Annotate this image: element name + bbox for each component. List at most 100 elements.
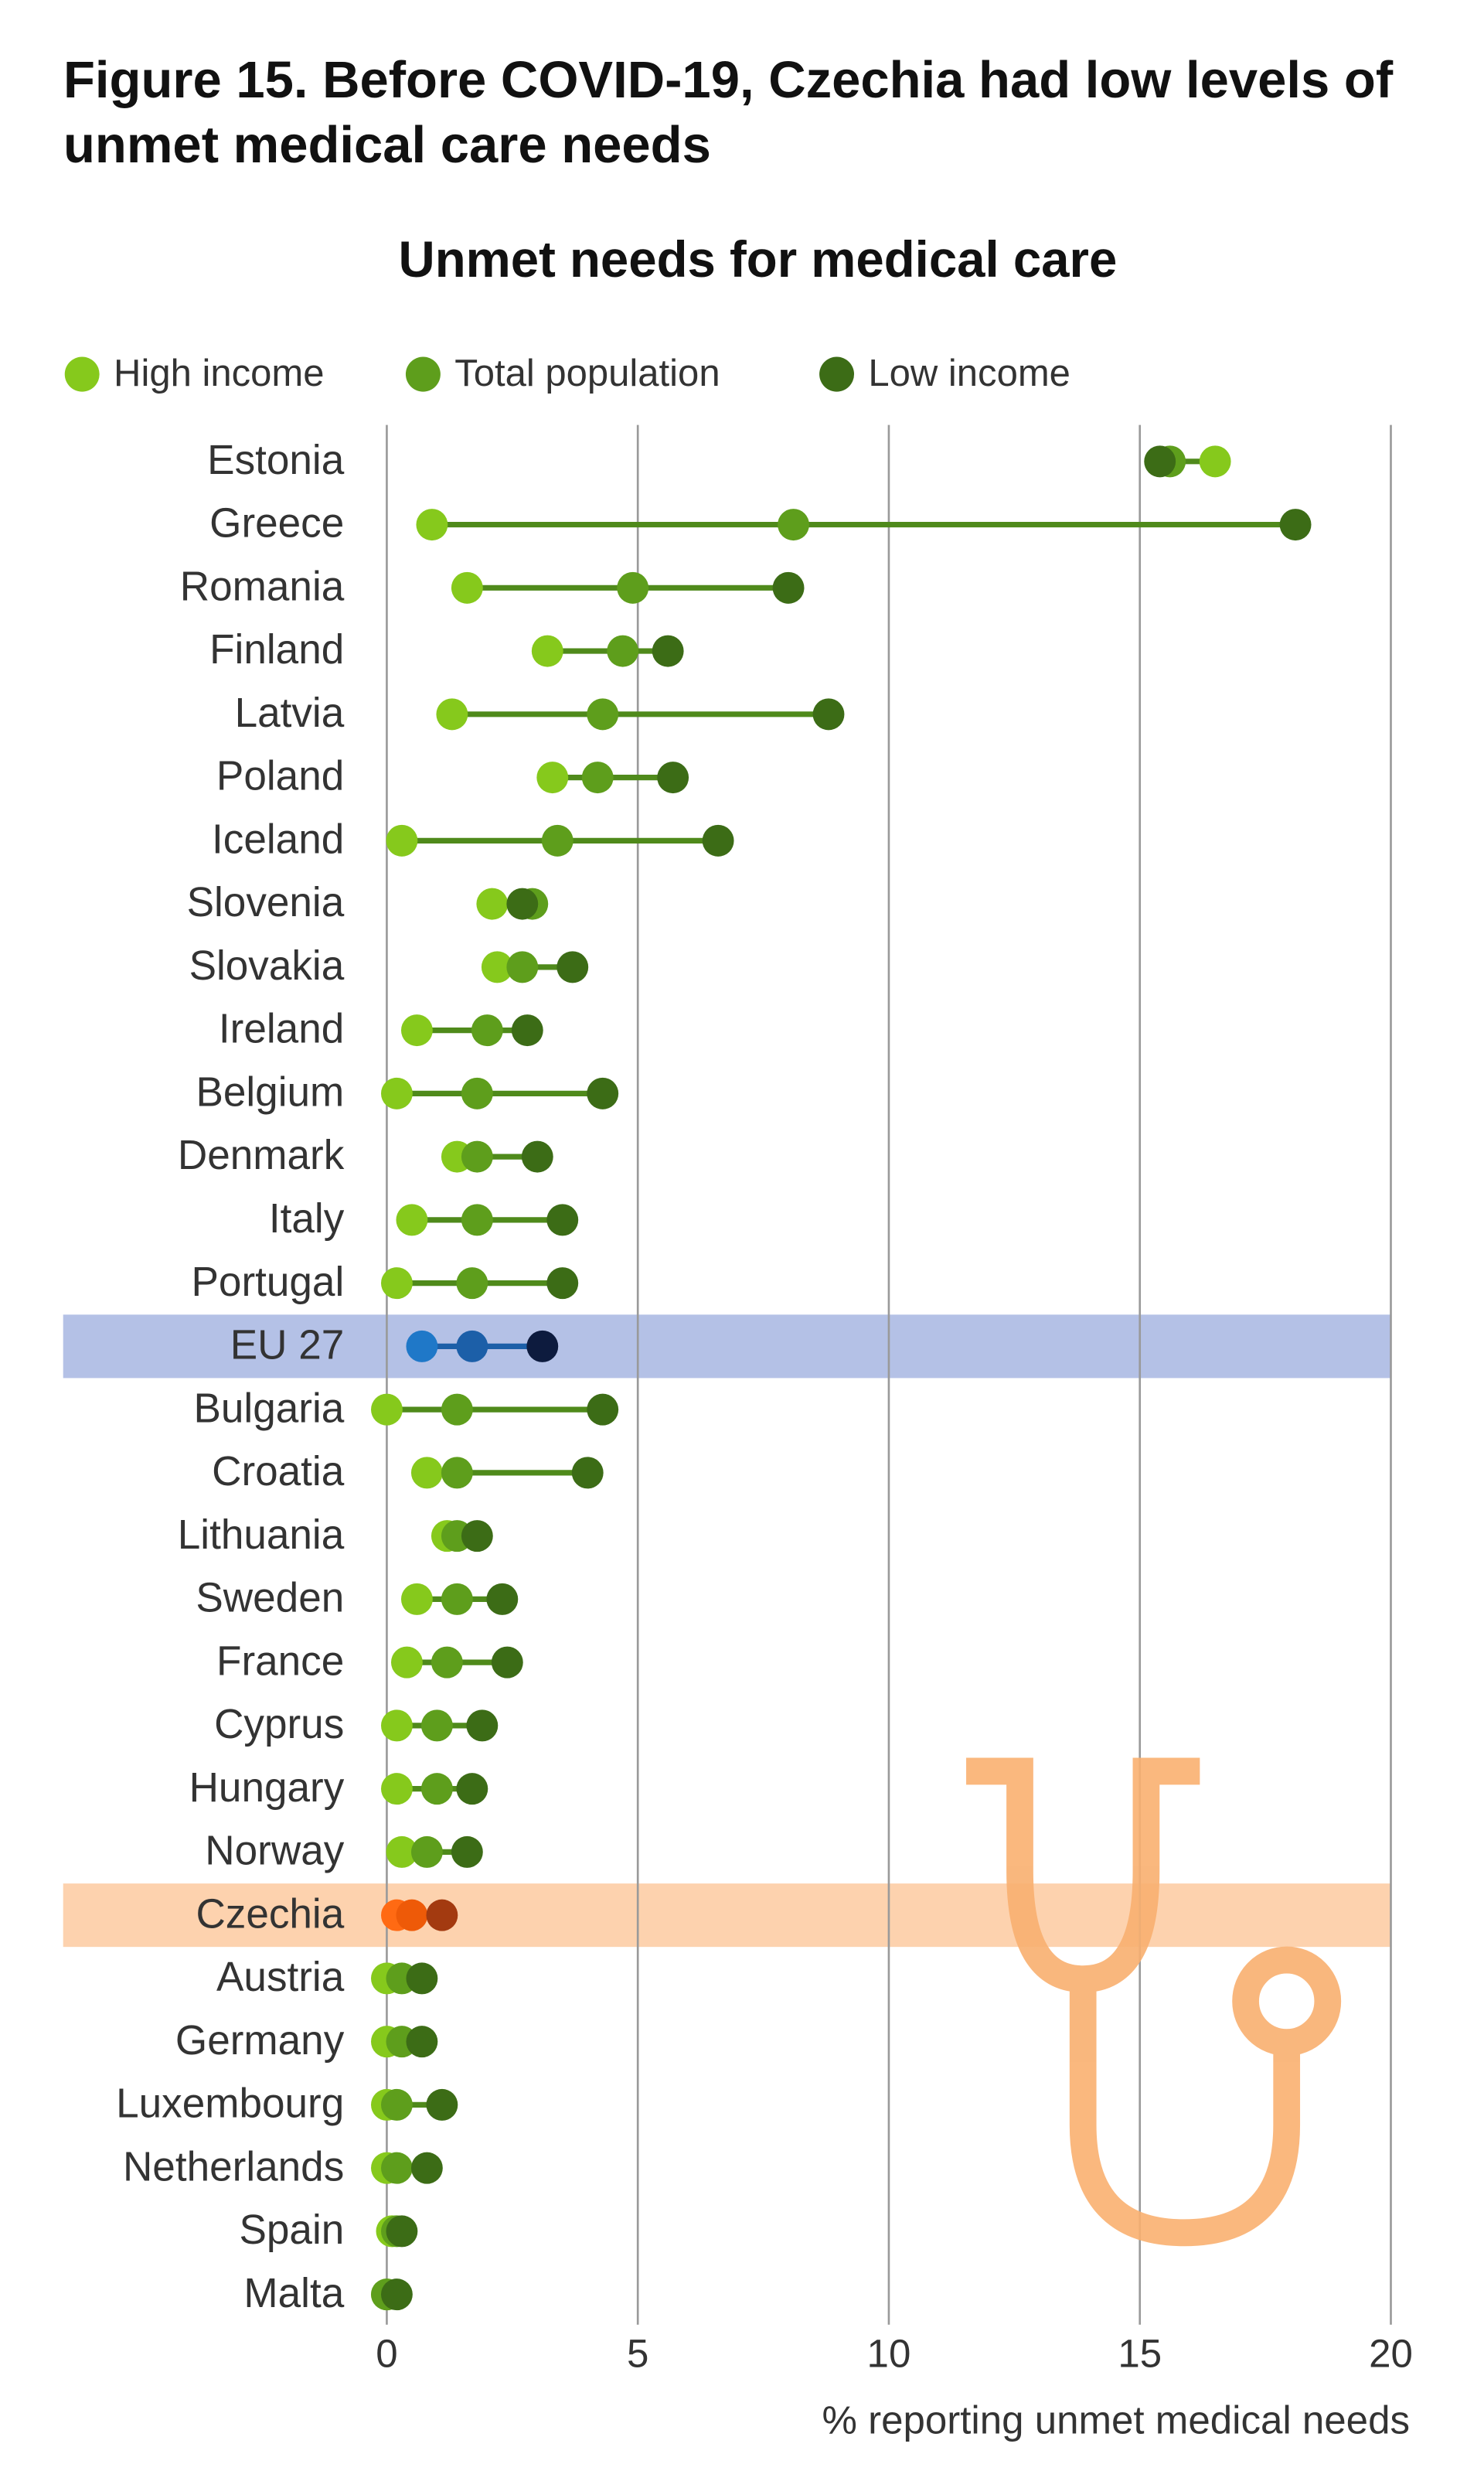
- y-tick-label: Spain: [239, 2207, 344, 2253]
- dot: [441, 1393, 473, 1426]
- dot: [441, 1457, 473, 1489]
- dot: [536, 762, 569, 794]
- stethoscope-decoration: [966, 1757, 1342, 2247]
- dot: [491, 1646, 523, 1679]
- y-tick-label: Czechia: [196, 1891, 344, 1937]
- dot: [617, 571, 649, 604]
- grid: [386, 424, 1392, 2325]
- dot: [1279, 509, 1312, 541]
- dot: [410, 1835, 443, 1868]
- dot: [371, 1393, 403, 1426]
- dot: [396, 1899, 428, 1931]
- dot: [476, 888, 509, 920]
- dot: [386, 824, 418, 857]
- dot: [426, 2088, 458, 2121]
- dot: [380, 1077, 413, 1109]
- dot: [481, 951, 513, 983]
- y-tick-label: Bulgaria: [193, 1385, 344, 1431]
- y-tick-label: France: [216, 1638, 344, 1684]
- y-tick-label: Hungary: [189, 1765, 345, 1811]
- x-tick-label: 0: [376, 2331, 397, 2375]
- dot: [451, 1835, 483, 1868]
- y-tick-label: Malta: [243, 2271, 344, 2316]
- dot: [396, 1204, 428, 1236]
- y-tick-label: Estonia: [207, 438, 345, 483]
- y-tick-label: Germany: [175, 2018, 345, 2064]
- dot: [1199, 445, 1231, 478]
- y-tick-label: Greece: [209, 501, 344, 547]
- dot: [546, 1267, 579, 1300]
- dot: [420, 1773, 453, 1805]
- x-axis-label: % reporting unmet medical needs: [822, 2398, 1410, 2442]
- stethoscope-earpieces: [966, 1757, 1200, 1993]
- y-tick-label: Poland: [216, 754, 344, 799]
- y-tick-label: Slovenia: [187, 880, 345, 925]
- dot: [1144, 445, 1176, 478]
- plot: [371, 445, 1312, 2311]
- dot: [571, 1457, 604, 1489]
- dot: [587, 698, 619, 731]
- dot: [657, 762, 689, 794]
- dot: [380, 1709, 413, 1742]
- highlight-band: [63, 1314, 1391, 1379]
- dot: [461, 1077, 493, 1109]
- dot: [471, 1014, 503, 1047]
- legend-marker: [64, 356, 100, 392]
- x-tick-label: 5: [627, 2331, 648, 2375]
- dot: [426, 1899, 458, 1931]
- y-tick-label: Croatia: [212, 1449, 345, 1495]
- dot: [466, 1709, 499, 1742]
- y-tick-label: Netherlands: [123, 2144, 344, 2190]
- dot: [400, 1583, 433, 1615]
- dot: [386, 1835, 418, 1868]
- dot: [461, 1140, 493, 1173]
- dot: [386, 2215, 418, 2248]
- dot: [506, 888, 539, 920]
- dot: [506, 951, 539, 983]
- dot: [390, 1646, 423, 1679]
- x-tick-label: 10: [867, 2331, 911, 2375]
- dot: [436, 698, 468, 731]
- dot: [587, 1393, 619, 1426]
- y-tick-label: Finland: [209, 627, 344, 673]
- dot: [652, 635, 684, 667]
- y-tick-label: Italy: [269, 1196, 345, 1242]
- dot: [410, 2152, 443, 2184]
- dot: [587, 1077, 619, 1109]
- dot: [400, 1014, 433, 1047]
- dot: [380, 2278, 413, 2311]
- dot: [416, 509, 448, 541]
- dot: [456, 1330, 488, 1362]
- dot: [607, 635, 639, 667]
- legend-label: Total population: [454, 353, 720, 394]
- dot: [456, 1267, 488, 1300]
- y-tick-label: Cyprus: [214, 1702, 344, 1747]
- dot: [451, 571, 483, 604]
- dot: [410, 1457, 443, 1489]
- dot: [380, 2088, 413, 2121]
- dot: [772, 571, 805, 604]
- chart-subtitle: Unmet needs for medical care: [399, 231, 1118, 288]
- dot: [581, 762, 614, 794]
- dot: [546, 1204, 579, 1236]
- dot: [521, 1140, 553, 1173]
- stethoscope-tube: [1069, 1978, 1301, 2247]
- y-tick-label: Portugal: [192, 1259, 345, 1305]
- dot: [380, 2152, 413, 2184]
- y-tick-label: Slovakia: [189, 943, 345, 989]
- y-tick-label: Austria: [216, 1955, 345, 2000]
- dot: [556, 951, 589, 983]
- dot: [531, 635, 563, 667]
- y-tick-label: Romania: [180, 564, 345, 609]
- dot: [486, 1583, 519, 1615]
- dot: [380, 1267, 413, 1300]
- highlight-bands: [63, 1314, 1391, 1948]
- y-tick-label: Belgium: [196, 1069, 344, 1115]
- legend-label: Low income: [868, 353, 1070, 394]
- y-tick-label: Luxembourg: [116, 2081, 344, 2126]
- y-tick-label: Lithuania: [178, 1512, 345, 1558]
- legend-marker: [405, 356, 441, 392]
- y-tick-label: Ireland: [219, 1007, 344, 1052]
